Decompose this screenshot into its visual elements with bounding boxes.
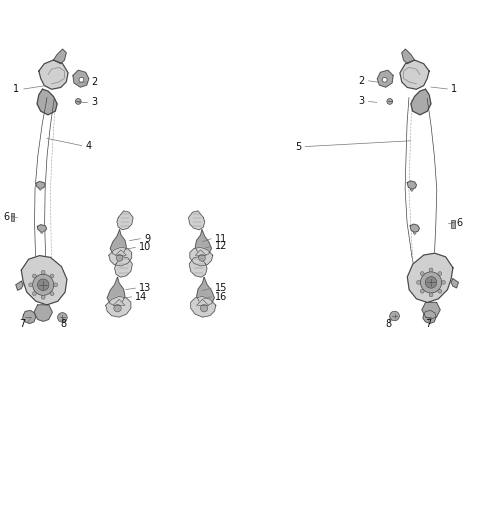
Circle shape [33,274,54,295]
FancyBboxPatch shape [451,220,455,228]
Polygon shape [195,230,211,255]
Circle shape [420,272,442,293]
Polygon shape [39,60,68,89]
Polygon shape [407,181,417,189]
Polygon shape [422,303,440,319]
Text: 2: 2 [91,77,97,87]
Text: 7: 7 [425,319,432,329]
Text: 15: 15 [215,283,228,293]
Circle shape [387,98,393,104]
Text: 5: 5 [295,141,301,152]
Text: 8: 8 [386,319,392,329]
Circle shape [438,272,442,275]
Polygon shape [40,232,43,233]
Circle shape [429,268,433,272]
Text: 10: 10 [139,242,152,252]
Text: 1: 1 [13,84,19,94]
Polygon shape [197,277,215,305]
Polygon shape [400,60,429,89]
Polygon shape [37,225,47,231]
Text: 14: 14 [135,292,148,302]
Text: 8: 8 [60,319,66,329]
Polygon shape [37,89,57,115]
Circle shape [199,254,205,261]
Polygon shape [117,211,133,230]
Text: 13: 13 [139,283,152,293]
Text: 16: 16 [215,292,228,302]
Polygon shape [413,233,416,234]
Polygon shape [116,250,126,255]
Text: 3: 3 [359,96,365,106]
Polygon shape [109,247,132,266]
Circle shape [420,272,424,275]
Circle shape [41,270,45,274]
Text: 6: 6 [3,211,10,222]
Polygon shape [34,305,52,322]
Polygon shape [190,247,213,266]
Polygon shape [410,224,420,232]
Polygon shape [411,89,431,115]
Polygon shape [451,279,458,288]
Polygon shape [423,310,436,324]
Text: 2: 2 [359,76,365,86]
FancyBboxPatch shape [11,213,14,221]
Circle shape [420,289,424,293]
Text: 6: 6 [456,218,462,228]
Circle shape [33,274,36,278]
Circle shape [417,281,420,284]
Text: 4: 4 [85,141,92,151]
Polygon shape [189,211,204,230]
Polygon shape [110,230,126,255]
Circle shape [50,292,54,295]
Circle shape [382,77,387,82]
Circle shape [50,274,54,278]
Polygon shape [106,296,131,317]
Circle shape [29,283,33,287]
Polygon shape [402,49,415,63]
Text: 1: 1 [451,84,457,94]
Polygon shape [21,255,67,305]
Circle shape [79,77,84,82]
Polygon shape [53,49,66,63]
Text: 11: 11 [215,233,228,244]
Polygon shape [73,70,89,87]
Circle shape [429,293,433,297]
Circle shape [114,305,121,312]
Polygon shape [191,296,216,317]
Circle shape [442,281,445,284]
Circle shape [37,279,49,291]
Circle shape [438,289,442,293]
Circle shape [425,276,437,288]
Text: 12: 12 [215,241,228,251]
Text: 9: 9 [144,233,150,244]
Text: 3: 3 [91,97,97,108]
Polygon shape [410,189,413,191]
Circle shape [390,311,399,321]
Circle shape [54,283,58,287]
Polygon shape [197,300,208,305]
Polygon shape [39,188,42,190]
Circle shape [58,313,67,322]
Polygon shape [195,250,206,255]
Circle shape [41,295,45,299]
Polygon shape [115,257,132,277]
Polygon shape [36,182,45,188]
Text: 7: 7 [19,319,25,329]
Polygon shape [16,281,23,290]
Circle shape [33,292,36,295]
Polygon shape [23,310,36,324]
Polygon shape [408,253,453,303]
Polygon shape [107,277,125,305]
Circle shape [75,98,81,104]
Circle shape [200,305,208,312]
Polygon shape [377,70,393,87]
Circle shape [116,254,123,261]
Polygon shape [113,300,125,305]
Polygon shape [189,257,207,277]
